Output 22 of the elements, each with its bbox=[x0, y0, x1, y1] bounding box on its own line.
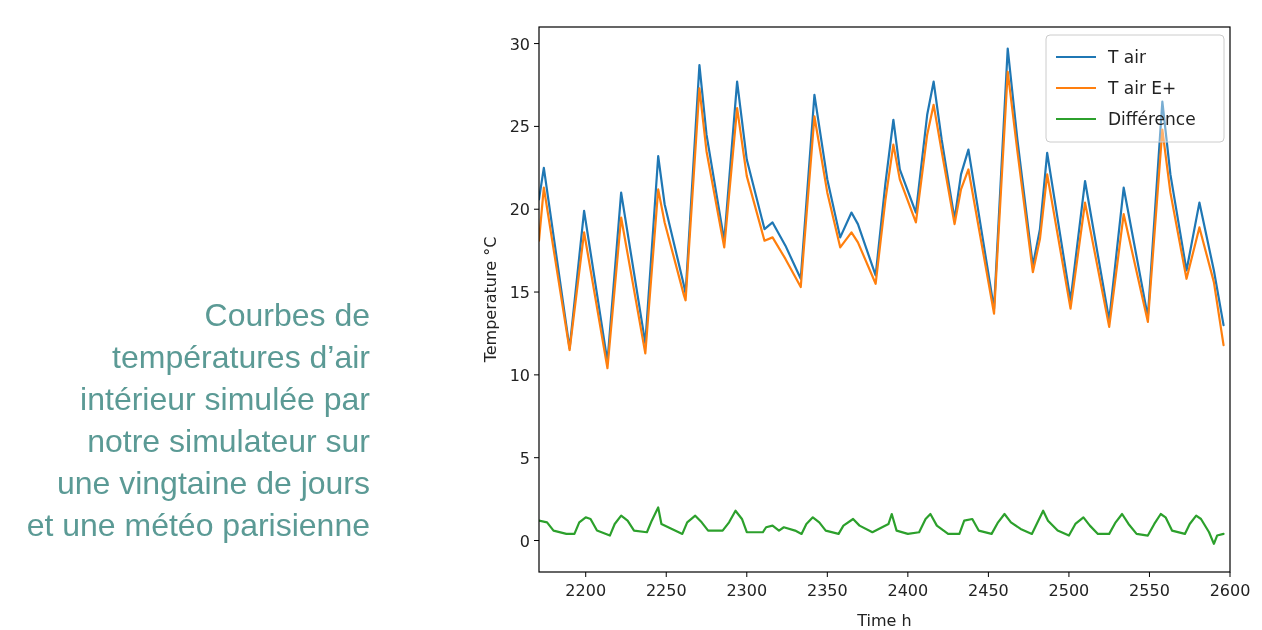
text: Courbes de températures d’air intérieur simulée par notre simulateur sur une vingtaine de jours et une météo parisienne bbox=[26, 297, 371, 543]
x-axis-title: Time h bbox=[856, 611, 912, 630]
legend-label: T air E+ bbox=[1107, 78, 1177, 98]
y-tick-label: 15 bbox=[509, 283, 530, 303]
y-tick-label: 30 bbox=[509, 34, 530, 54]
x-tick-label: 2600 bbox=[1209, 581, 1251, 600]
x-tick-label: 2400 bbox=[887, 581, 929, 600]
x-tick-label: 2300 bbox=[726, 581, 768, 600]
x-tick-label: 2450 bbox=[968, 581, 1009, 600]
y-tick-label: 5 bbox=[519, 448, 530, 468]
y-tick-label: 0 bbox=[519, 531, 530, 551]
x-tick-label: 2250 bbox=[645, 581, 687, 600]
y-tick-label: 20 bbox=[509, 200, 530, 220]
line-series bbox=[539, 506, 1225, 545]
y-tick-label: 25 bbox=[509, 117, 530, 137]
x-tick-label: 2500 bbox=[1048, 581, 1090, 600]
legend-label: T air bbox=[1107, 47, 1146, 67]
y-axis-title: Temperature °C bbox=[481, 236, 500, 364]
x-tick-label: 2550 bbox=[1129, 581, 1170, 600]
x-tick-label: 2350 bbox=[806, 581, 848, 600]
y-tick-label: 10 bbox=[509, 365, 530, 385]
x-tick-label: 2200 bbox=[565, 581, 607, 600]
